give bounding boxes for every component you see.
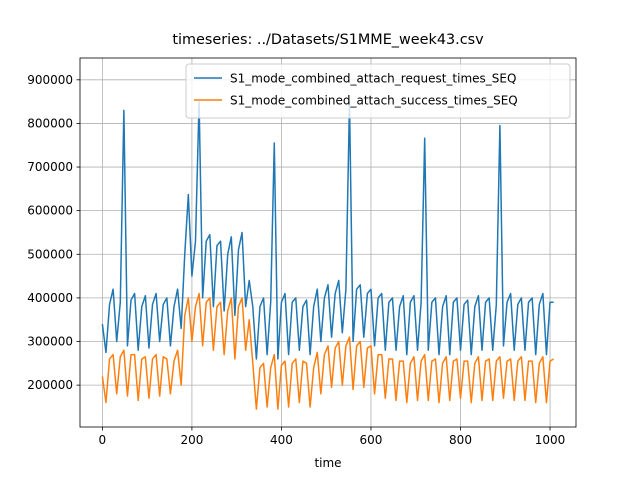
x-tick-label: 0: [99, 433, 107, 447]
x-tick-label: 200: [180, 433, 203, 447]
y-tick-label: 300000: [27, 335, 73, 349]
x-axis-label: time: [314, 456, 341, 470]
plot-area: [101, 100, 555, 410]
chart-title: timeseries: ../Datasets/S1MME_week43.csv: [172, 32, 484, 48]
series-line: [101, 292, 555, 410]
axes-frame: [79, 57, 577, 428]
x-tick-label: 800: [449, 433, 472, 447]
y-tick-label: 500000: [27, 247, 73, 261]
y-tick-label: 600000: [27, 204, 73, 218]
legend-label: S1_mode_combined_attach_success_times_SE…: [230, 94, 518, 108]
y-tick-label: 800000: [27, 116, 73, 130]
legend-label: S1_mode_combined_attach_request_times_SE…: [230, 72, 516, 86]
y-tick-label: 200000: [27, 378, 73, 392]
legend: S1_mode_combined_attach_request_times_SE…: [185, 63, 571, 119]
y-tick-label: 900000: [27, 73, 73, 87]
series-line: [101, 100, 554, 360]
x-tick-label: 600: [360, 433, 383, 447]
x-tick-label: 400: [270, 433, 293, 447]
y-tick-label: 700000: [27, 160, 73, 174]
ticks: 2000003000004000005000006000007000008000…: [27, 73, 565, 447]
y-tick-label: 400000: [27, 291, 73, 305]
x-tick-label: 1000: [535, 433, 566, 447]
legend-box: [185, 63, 571, 119]
